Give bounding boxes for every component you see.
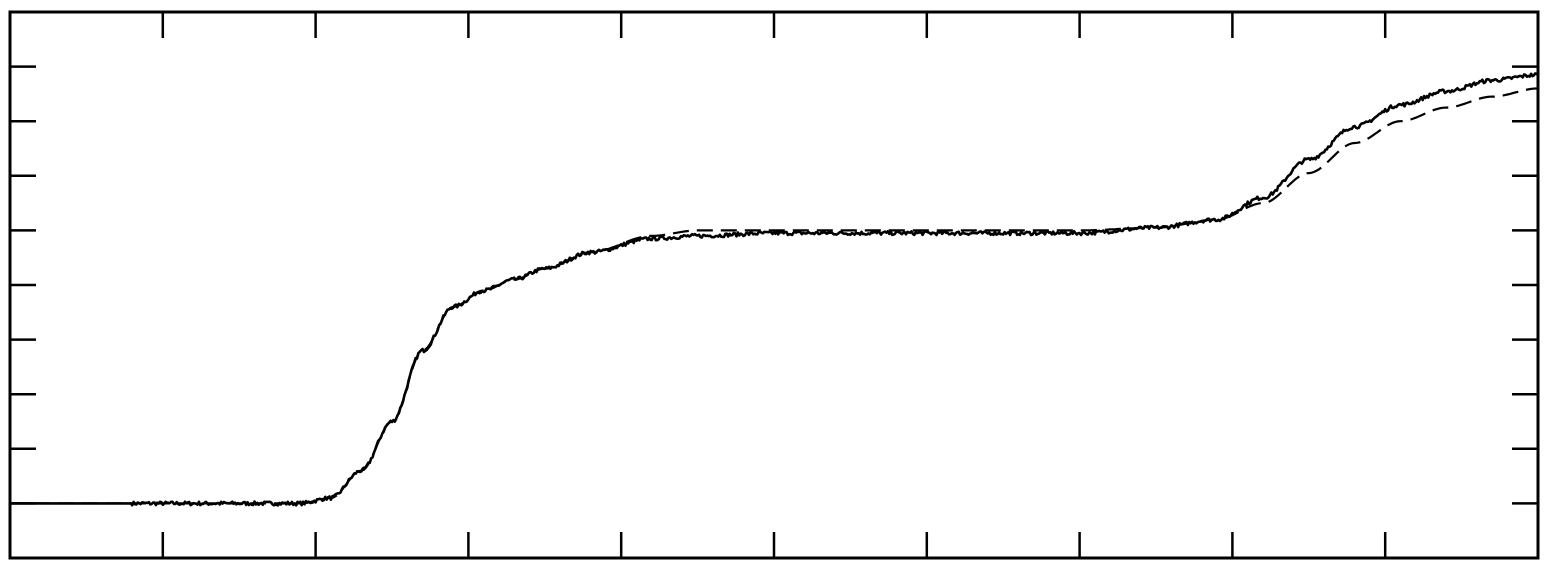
series-solid-line [10, 72, 1539, 507]
axis-ticks [10, 12, 1538, 558]
plot-frame [8, 10, 1540, 560]
series-dashed-line [10, 87, 1539, 505]
